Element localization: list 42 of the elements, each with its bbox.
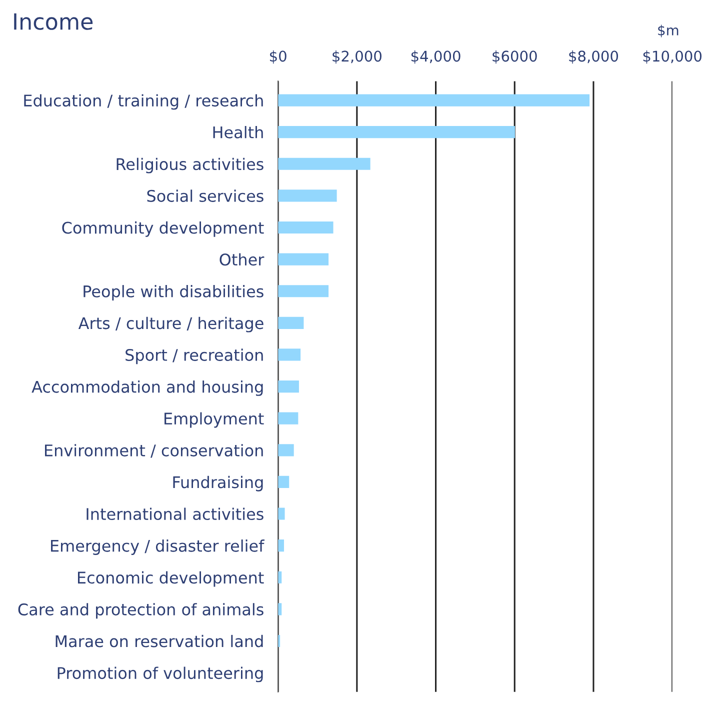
y-tick-label: Employment [164,412,264,428]
y-tick-label: Community development [62,221,264,237]
y-tick-label: People with disabilities [84,285,264,301]
y-tick-label: Care and protection of animals [18,603,264,619]
y-tick-label: Sport / recreation [126,348,263,364]
bar [278,126,516,138]
bar [278,190,337,202]
y-tick-label: International activities [86,508,264,520]
x-tick-label: $2,000 [332,50,382,64]
x-tick-label: $10,000 [643,50,702,64]
bar [278,412,298,424]
text: $m [658,24,678,38]
bar [278,380,299,393]
y-tick-label: Health [213,126,263,138]
bar [278,316,304,329]
y-tick-label: Social services [147,190,264,202]
bar [278,285,329,298]
y-tick-label: Education / training / research [24,94,263,110]
y-tick-label: Other [220,253,264,266]
bar [278,444,294,456]
y-tick-label: Arts / culture / heritage [78,316,264,332]
bar [278,253,329,266]
x-tick-label: $4,000 [411,50,460,64]
x-tick-label: $8,000 [569,50,618,64]
text: Income [14,13,93,30]
y-tick-label: Emergency / disaster relief [51,540,264,555]
bar [278,348,301,361]
y-tick-label: Promotion of volunteering [58,666,263,682]
bar [278,476,290,488]
bar [278,158,370,170]
y-tick-label: Fundraising [173,476,263,492]
bar [278,94,590,106]
bar [278,221,334,234]
y-tick-label: Accommodation and housing [32,380,263,396]
y-tick-label: Religious activities [116,158,264,174]
y-tick-label: Marae on reservation land [56,634,263,648]
x-tick-label: $0 [270,50,286,64]
y-tick-label: Economic development [78,571,264,587]
y-tick-label: Environment / conservation [45,444,263,458]
bar [278,508,285,520]
bar [278,540,284,552]
x-tick-label: $6000 [492,50,537,64]
